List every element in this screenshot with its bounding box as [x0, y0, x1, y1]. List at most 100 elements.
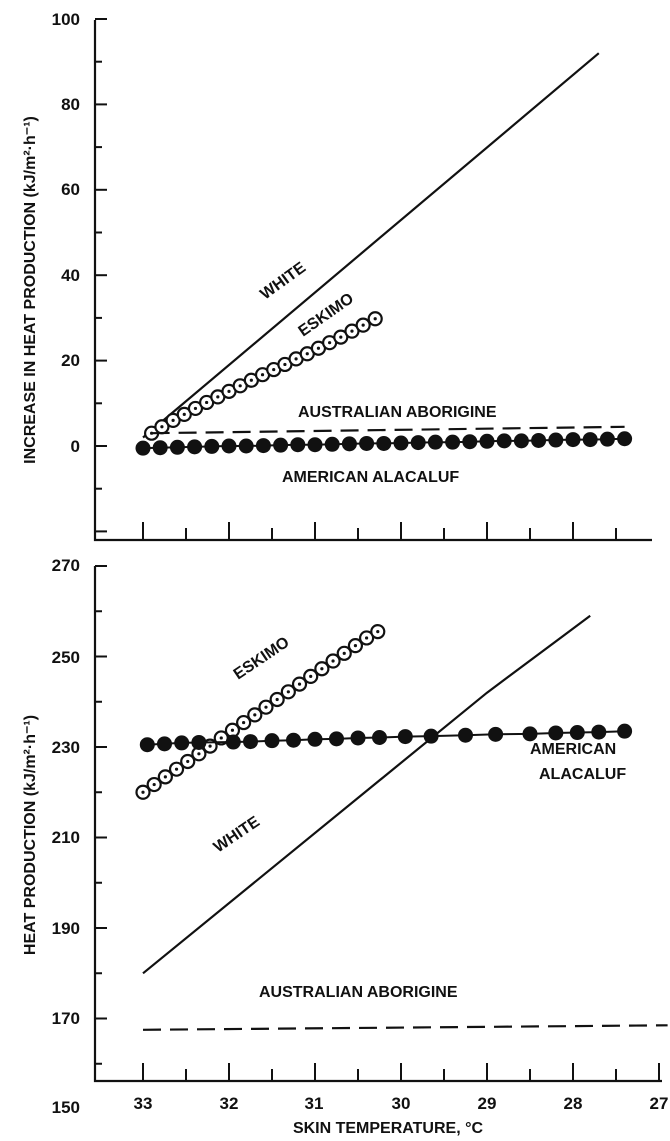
bottom-y-tick-label: 210: [52, 828, 80, 847]
top-y-tick-label: 100: [52, 10, 80, 29]
bottom-point-dot-eskimo: [286, 690, 290, 694]
bottom-point-dot-eskimo: [242, 720, 246, 725]
top-point-dot-eskimo: [227, 389, 231, 393]
bottom-plot-marks: [135, 614, 668, 1031]
bottom-axes: [93, 566, 662, 1083]
top-point-dot-eskimo: [328, 341, 332, 345]
bottom-point-american-alacaluf: [548, 725, 564, 741]
bottom-y-tick-label: 190: [52, 919, 80, 938]
bottom-point-american-alacaluf: [225, 734, 241, 750]
top-y-tick-label: 0: [71, 437, 80, 456]
top-point-dot-eskimo: [249, 378, 253, 382]
bottom-point-american-alacaluf: [157, 736, 172, 752]
bottom-point-american-alacaluf: [372, 729, 387, 745]
top-point-american-alacaluf: [531, 432, 547, 448]
bottom-point-dot-eskimo: [219, 736, 223, 740]
bottom-point-american-alacaluf: [174, 735, 190, 751]
top-series-line-australian-aborigine: [151, 425, 625, 435]
top-panel: 100 80 60 40 20 0 INCREASE IN HEAT PRODU…: [22, 10, 652, 542]
top-y-tick-label: 40: [61, 266, 80, 285]
x-tick-label: 33: [134, 1094, 153, 1113]
top-point-dot-eskimo: [182, 412, 186, 417]
top-point-american-alacaluf: [135, 440, 151, 456]
bottom-point-american-alacaluf: [397, 729, 413, 745]
top-ticks: [95, 18, 617, 540]
bottom-label-white: WHITE: [211, 813, 264, 856]
bottom-point-american-alacaluf: [243, 734, 258, 750]
top-point-american-alacaluf: [238, 438, 254, 454]
top-label-alacaluf: AMERICAN ALACALUF: [282, 469, 459, 486]
top-point-american-alacaluf: [273, 437, 289, 453]
top-plot-marks: [135, 52, 633, 456]
top-point-american-alacaluf: [359, 435, 375, 451]
top-axes: [93, 20, 652, 542]
bottom-point-american-alacaluf: [569, 725, 585, 741]
bottom-label-aborigine: AUSTRALIAN ABORIGINE: [259, 984, 458, 1001]
bottom-point-american-alacaluf: [522, 726, 538, 742]
top-y-tick-label: 60: [61, 180, 80, 199]
bottom-panel: 270 250 230 210 190 170 150 33 32 31 30 …: [22, 556, 668, 1137]
top-point-dot-eskimo: [205, 400, 209, 405]
top-point-dot-eskimo: [294, 357, 298, 361]
x-axis-title: SKIN TEMPERATURE, °C: [293, 1120, 484, 1137]
bottom-point-american-alacaluf: [423, 728, 439, 744]
bottom-point-american-alacaluf: [139, 737, 155, 753]
bottom-point-american-alacaluf: [329, 731, 344, 747]
top-point-american-alacaluf: [169, 439, 185, 455]
bottom-point-dot-eskimo: [297, 682, 302, 686]
bottom-series-line-white: [142, 614, 591, 975]
top-point-american-alacaluf: [307, 437, 323, 453]
top-point-american-alacaluf: [255, 438, 271, 454]
top-y-tick-label: 20: [61, 351, 80, 370]
top-point-american-alacaluf: [617, 431, 633, 447]
bottom-point-dot-eskimo: [208, 744, 212, 748]
bottom-label-alacaluf-2: ALACALUF: [539, 766, 626, 783]
top-point-dot-eskimo: [361, 323, 365, 327]
bottom-point-dot-eskimo: [342, 651, 346, 655]
top-point-american-alacaluf: [599, 431, 615, 447]
bottom-label-alacaluf-1: AMERICAN: [530, 741, 616, 758]
top-point-american-alacaluf: [427, 434, 443, 450]
bottom-point-american-alacaluf: [191, 734, 207, 750]
top-point-dot-eskimo: [305, 352, 309, 356]
bottom-y-tick-label: 250: [52, 648, 80, 667]
bottom-point-dot-eskimo: [353, 644, 358, 648]
bottom-point-dot-eskimo: [141, 790, 145, 794]
x-tick-label: 30: [392, 1094, 411, 1113]
top-point-american-alacaluf: [496, 433, 512, 449]
top-point-american-alacaluf: [582, 432, 598, 448]
top-y-axis-title: INCREASE IN HEAT PRODUCTION (kJ/m²·h⁻¹): [22, 116, 39, 464]
bottom-point-dot-eskimo: [309, 674, 313, 679]
top-point-american-alacaluf: [376, 435, 392, 451]
x-tick-label: 31: [305, 1094, 324, 1113]
top-point-american-alacaluf: [341, 436, 357, 452]
bottom-label-eskimo: ESKIMO: [231, 634, 293, 683]
top-label-white: WHITE: [257, 259, 309, 303]
top-point-american-alacaluf: [187, 439, 203, 455]
top-point-dot-eskimo: [160, 425, 164, 429]
top-series-line-white: [142, 52, 600, 439]
top-point-dot-eskimo: [316, 346, 321, 350]
bottom-point-dot-eskimo: [320, 667, 324, 671]
top-point-american-alacaluf: [565, 432, 581, 448]
top-point-american-alacaluf: [445, 434, 461, 450]
top-point-american-alacaluf: [152, 440, 168, 456]
bottom-y-tick-label: 150: [52, 1098, 80, 1117]
bottom-point-dot-eskimo: [365, 636, 369, 640]
top-point-dot-eskimo: [238, 384, 242, 388]
top-point-dot-eskimo: [193, 406, 198, 411]
x-tick-label: 32: [220, 1094, 239, 1113]
bottom-point-dot-eskimo: [197, 752, 201, 756]
bottom-point-dot-eskimo: [230, 728, 235, 732]
bottom-ticks: [95, 565, 660, 1081]
top-point-american-alacaluf: [548, 432, 564, 448]
top-point-american-alacaluf: [410, 435, 426, 451]
bottom-y-tick-label: 170: [52, 1009, 80, 1028]
x-tick-label: 27: [650, 1094, 669, 1113]
top-point-american-alacaluf: [393, 435, 409, 451]
top-point-american-alacaluf: [204, 438, 220, 454]
bottom-point-dot-eskimo: [174, 767, 179, 771]
bottom-point-dot-eskimo: [264, 705, 268, 709]
bottom-point-dot-eskimo: [163, 775, 167, 779]
